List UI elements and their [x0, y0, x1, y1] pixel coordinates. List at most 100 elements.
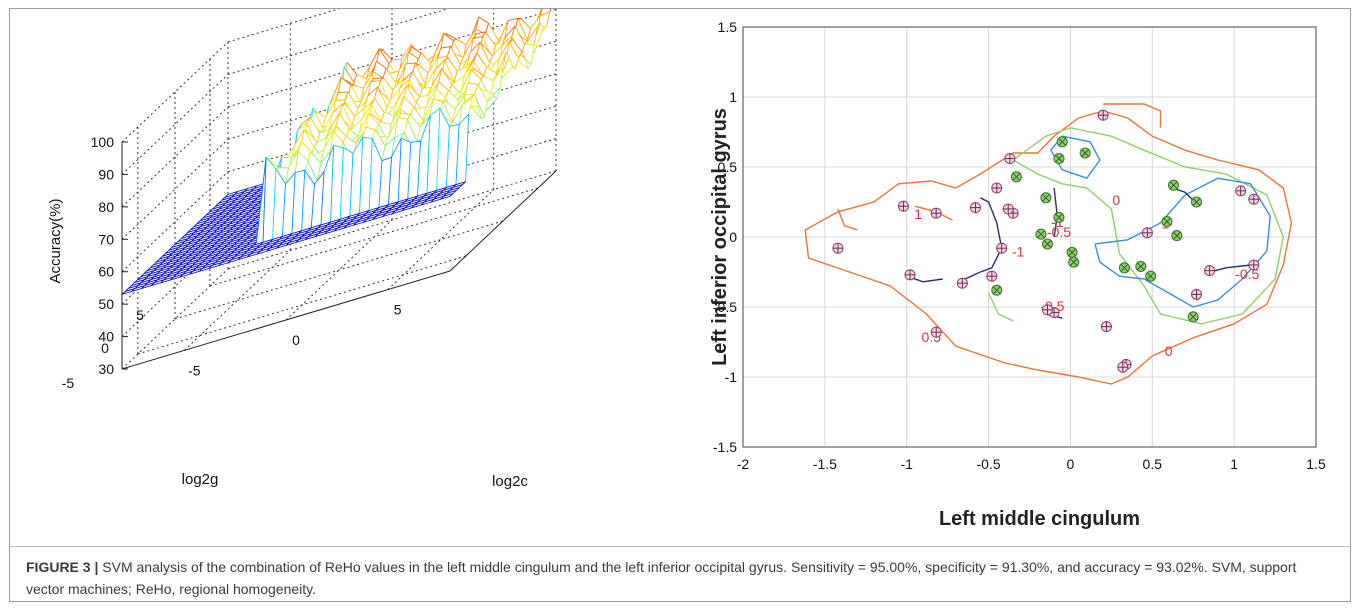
z-tick-label: 50 — [98, 296, 114, 312]
plot-area-border — [742, 26, 1317, 448]
x-axis-line — [121, 270, 451, 370]
class-a-point — [1041, 304, 1054, 316]
class-a-point — [1190, 288, 1203, 300]
class-a-point — [986, 270, 998, 282]
class-a-point — [1204, 265, 1216, 277]
contour-level-neg1 — [1049, 135, 1101, 180]
x-axis-title: Left middle cingulum — [939, 508, 1140, 530]
class-a-point — [1117, 361, 1129, 373]
class-b-point — [1161, 216, 1173, 228]
class-b-point — [1168, 179, 1180, 191]
class-b-point — [1068, 256, 1080, 268]
contour-label: -1 — [1012, 244, 1025, 260]
contour-level-0 — [987, 292, 1014, 322]
x-tick-label: 0 — [1067, 456, 1075, 472]
back-wall-grid — [121, 106, 229, 208]
back-wall-grid — [121, 74, 229, 175]
figure-label: FIGURE 3 | — [26, 559, 99, 575]
back-wall-grid — [121, 41, 229, 143]
surface-cell — [121, 288, 136, 295]
y-axis-title: log2g — [182, 471, 219, 488]
class-a-point — [969, 202, 982, 214]
x-tick-label: 5 — [394, 302, 402, 318]
class-a-point — [956, 277, 968, 289]
class-a-point — [1235, 185, 1247, 197]
y-tick-label: -5 — [62, 375, 75, 391]
contour-level-0.5 — [958, 197, 1003, 283]
caption-text: SVM analysis of the combination of ReHo … — [26, 559, 1297, 597]
x-tick-label: -1.5 — [813, 456, 837, 472]
contour-label: 0 — [1165, 343, 1173, 359]
figure-caption: FIGURE 3 | SVM analysis of the combinati… — [26, 556, 1336, 600]
floor-grid — [209, 187, 539, 287]
contour-label: 0 — [1112, 192, 1120, 208]
class-a-point — [991, 182, 1003, 194]
class-a-point — [1248, 259, 1260, 271]
back-wall-grid — [227, 9, 557, 108]
class-b-point — [1066, 246, 1078, 258]
contour-label: -0.5 — [1047, 224, 1071, 240]
class-b-point — [1053, 211, 1065, 223]
x-tick-label: 1 — [1230, 456, 1238, 472]
y-tick-label: 0 — [729, 229, 737, 245]
y-tick-label: -1 — [725, 369, 738, 385]
y-tick-label: 1 — [729, 89, 737, 105]
x-tick-label: -2 — [737, 456, 750, 472]
class-b-point — [1040, 192, 1052, 204]
contour-level-neg05 — [1094, 177, 1271, 308]
y-axis-title: Left inferior occipital gyrus — [709, 108, 731, 366]
y-tick-label: 5 — [136, 307, 144, 323]
y-tick-label: -1.5 — [713, 439, 737, 455]
surface-plot: 3040506070809010050-5-505Accuracy(%)log2… — [47, 9, 557, 490]
class-a-point — [996, 242, 1008, 254]
z-tick-label: 30 — [98, 361, 114, 377]
contour-label: 1 — [914, 206, 922, 222]
class-a-point — [1002, 203, 1014, 215]
class-a-point — [904, 269, 916, 281]
floor-grid — [137, 255, 467, 355]
x-tick-label: 1.5 — [1306, 456, 1326, 472]
class-b-point — [1135, 260, 1147, 272]
contour-level-1 — [1103, 103, 1162, 128]
class-a-point — [832, 242, 844, 254]
class-b-point — [1035, 228, 1047, 240]
class-b-point — [1053, 153, 1065, 165]
class-a-point — [1100, 321, 1112, 333]
y-tick-label: -0.5 — [713, 299, 737, 315]
x-tick-label: -5 — [188, 362, 201, 378]
floor-grid — [174, 220, 504, 320]
class-a-point — [1004, 153, 1016, 165]
class-a-point — [1141, 227, 1153, 239]
class-b-point — [1010, 171, 1022, 183]
z-tick-label: 40 — [98, 329, 114, 345]
back-wall-grid — [227, 9, 449, 75]
class-b-point — [1041, 238, 1054, 250]
y-tick-label: 0.5 — [718, 159, 738, 175]
contour-level-0 — [1012, 127, 1285, 325]
z-axis-title: Accuracy(%) — [47, 198, 64, 283]
class-a-point — [1097, 109, 1109, 121]
z-tick-label: 80 — [98, 199, 114, 215]
class-b-point — [1118, 262, 1131, 274]
class-a-point — [897, 200, 909, 212]
contour-level-1 — [837, 208, 858, 231]
contour-plot: -2 -1.5 -1 -0.5 0 0.5 1 1.5-1.5-1-0.500.511.510… — [709, 19, 1326, 530]
class-b-point — [1056, 136, 1068, 148]
x-tick-label: 0 — [292, 332, 300, 348]
figure-frame: 30 40 50 60 70 80 90 100 5 0 -5 -5 0 5 Accuracy(%) log2… — [9, 8, 1351, 602]
class-b-point — [1171, 230, 1183, 242]
y-tick-label: 0 — [101, 340, 109, 356]
z-tick-label: 60 — [98, 264, 114, 280]
class-b-point — [1190, 196, 1203, 208]
z-tick-label: 70 — [98, 231, 114, 247]
class-b-point — [1187, 311, 1199, 323]
floor-grid — [387, 189, 495, 290]
caption-divider — [9, 546, 1351, 547]
y-tick-label: 1.5 — [718, 19, 738, 35]
back-wall-grid — [121, 171, 229, 273]
class-a-point — [1248, 193, 1260, 205]
y-axis-line — [449, 170, 557, 272]
class-b-point — [1145, 270, 1157, 282]
class-b-point — [991, 284, 1003, 296]
x-tick-label: 0.5 — [1143, 456, 1163, 472]
